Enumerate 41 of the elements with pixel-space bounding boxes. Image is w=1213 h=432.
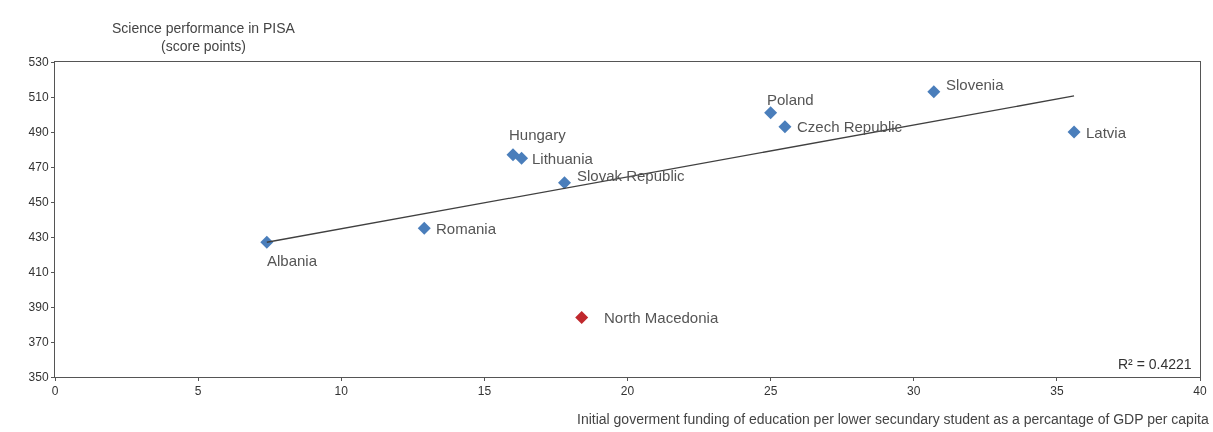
annotation: Poland <box>767 91 814 108</box>
annotation: Slovenia <box>946 76 1005 93</box>
x-axis-title: Initial goverment funding of education per lower secundary student as a percantage of GDP per capita <box>577 411 1209 427</box>
point <box>558 176 572 190</box>
y-tick-label: 390 <box>28 300 49 315</box>
point <box>1067 125 1081 139</box>
y-tick-label: 430 <box>28 230 49 245</box>
y-axis-title: Science performance in PISA (score points) <box>112 20 296 55</box>
point <box>506 148 520 162</box>
annotation: R² = 0.4221 <box>1118 356 1192 372</box>
annotation: Romania <box>436 220 497 237</box>
x-tick-label: 40 <box>1193 384 1207 399</box>
annotation: Latvia <box>1086 124 1127 141</box>
annotation: Lithuania <box>532 150 594 167</box>
y-tick-label: 410 <box>28 265 49 280</box>
x-tick-label: 15 <box>477 384 492 399</box>
y-tick-label: 450 <box>28 195 49 210</box>
y-tick-label: 510 <box>28 90 49 105</box>
annotation: Slovak Republic <box>577 167 686 184</box>
y-tick-label: 370 <box>28 335 49 350</box>
x-tick-label: 5 <box>194 384 202 399</box>
point <box>417 221 431 235</box>
point <box>778 120 792 134</box>
x-tick-label: 0 <box>51 384 59 399</box>
x-tick-label: 25 <box>763 384 778 399</box>
y-tick-label: 490 <box>28 125 49 140</box>
y-tick-label: 470 <box>28 160 49 175</box>
point <box>764 106 778 120</box>
annotation: Czech Republic <box>797 118 903 135</box>
annotation: Hungary <box>509 126 567 143</box>
x-tick-label: 30 <box>907 384 921 399</box>
x-tick-label: 20 <box>620 384 635 399</box>
point <box>515 151 529 165</box>
point <box>927 85 941 99</box>
point <box>575 311 589 324</box>
y-tick-label: 530 <box>28 55 49 70</box>
annotation: North Macedonia <box>604 309 719 326</box>
annotation: Albania <box>267 252 318 269</box>
x-tick-label: 10 <box>334 384 349 399</box>
y-tick-label: 350 <box>28 370 49 385</box>
x-tick-label: 35 <box>1050 384 1064 399</box>
